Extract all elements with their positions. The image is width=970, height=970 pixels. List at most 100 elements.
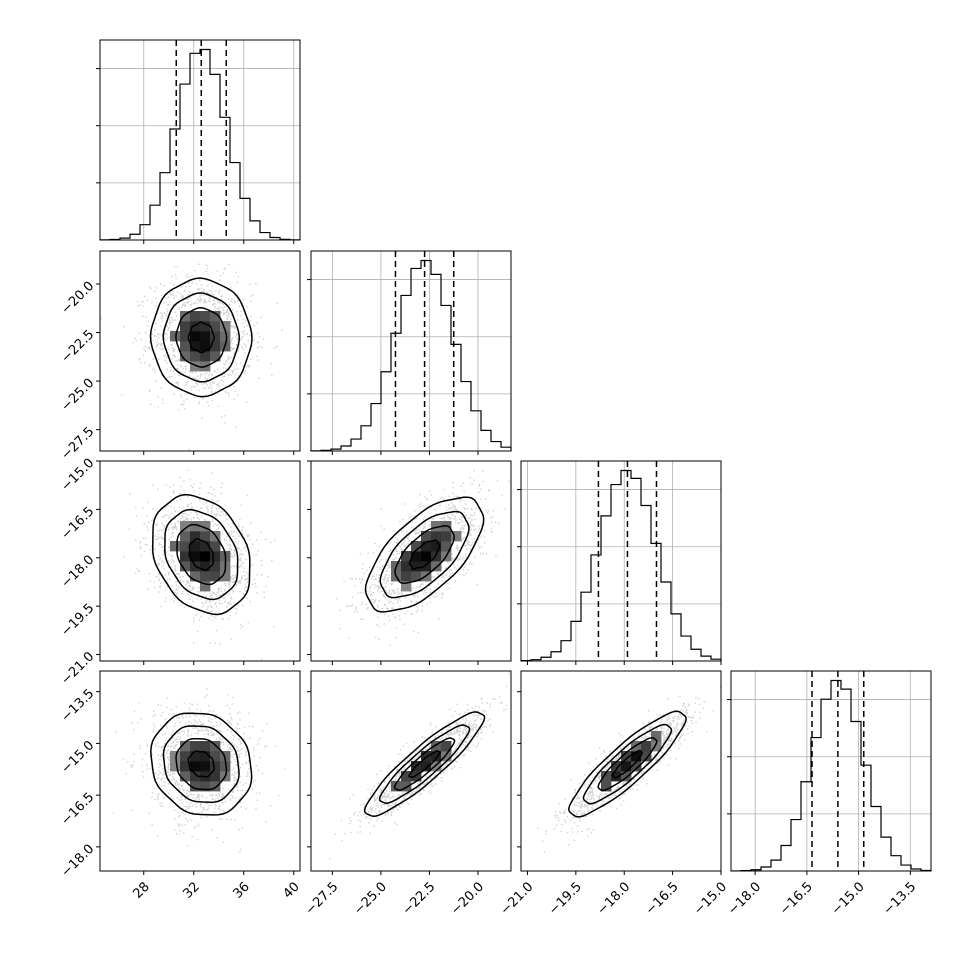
- density-cell: [421, 551, 432, 562]
- x-tick-label: −16.5: [777, 879, 816, 918]
- density-cell: [641, 741, 652, 752]
- density-cell: [200, 571, 211, 582]
- density-cell: [180, 521, 191, 532]
- panel-content: [123, 469, 276, 660]
- contour-level-1: [394, 525, 455, 584]
- density-cell: [200, 311, 211, 322]
- histogram-2: [520, 469, 722, 662]
- scatter-frame: [99, 250, 301, 452]
- density-cell: [210, 331, 221, 342]
- contour-level-1: [175, 737, 228, 791]
- density-cell: [200, 521, 211, 532]
- density-cell: [601, 771, 612, 782]
- density-cell: [621, 751, 632, 762]
- contour-level-3: [568, 710, 687, 818]
- density-cell: [180, 741, 191, 752]
- contour-level-0: [187, 750, 215, 778]
- density-cell: [421, 761, 432, 772]
- density-cell: [220, 331, 231, 342]
- density-cell: [180, 341, 191, 352]
- y-tick-label: −16.5: [59, 504, 98, 543]
- contour-level-2: [378, 724, 471, 804]
- density-cell: [441, 741, 452, 752]
- density-cell: [190, 571, 201, 582]
- density-cell: [411, 561, 422, 572]
- y-tick-label: −18.0: [59, 552, 98, 591]
- scatter-points: [335, 470, 510, 646]
- density-cell: [421, 751, 432, 762]
- panel-content: [100, 263, 283, 451]
- scatter-frame: [99, 670, 301, 872]
- density-cell: [611, 761, 622, 772]
- scatter-frame: [310, 670, 512, 872]
- y-tick-label: −20.0: [59, 279, 98, 318]
- histogram-0: [99, 48, 301, 241]
- density-cell: [621, 771, 632, 782]
- density-cell: [210, 321, 221, 332]
- density-cell: [431, 561, 442, 572]
- density-cell: [641, 751, 652, 762]
- density-cell: [180, 541, 191, 552]
- density-cell: [431, 541, 442, 552]
- x-tick-label: −27.5: [303, 879, 342, 918]
- y-tick-label: −27.5: [59, 424, 98, 463]
- x-tick-label: −25.0: [351, 879, 390, 918]
- scatter-panel-3-1: [307, 670, 512, 872]
- hist-panel-0: [96, 39, 301, 241]
- density-cell: [200, 351, 211, 362]
- density-cell: [200, 531, 211, 542]
- density-cell: [411, 551, 422, 562]
- density-cell: [210, 561, 221, 572]
- density-cell: [401, 581, 412, 592]
- x-tick-label: 36: [230, 879, 252, 901]
- density-cell: [190, 351, 201, 362]
- x-tick-label: −18.0: [594, 879, 633, 918]
- hist-frame: [99, 39, 301, 241]
- x-tick-label: 32: [180, 879, 202, 901]
- hist-frame: [520, 460, 722, 662]
- density-cell: [421, 561, 432, 572]
- density-cell: [180, 551, 191, 562]
- y-tick-label: −15.0: [59, 738, 98, 777]
- density-cell: [190, 771, 201, 782]
- density-cell: [431, 741, 442, 752]
- density-cell: [651, 731, 662, 742]
- density-cell: [180, 311, 191, 322]
- panel-content: [335, 470, 510, 646]
- contour-level-3: [151, 493, 251, 616]
- hist-panel-3: [727, 670, 932, 872]
- density-cell: [190, 551, 201, 562]
- density-cell: [401, 561, 412, 572]
- contour-level-3: [364, 496, 485, 613]
- density-cell: [200, 341, 211, 352]
- density-cell: [200, 581, 211, 592]
- contour-level-2: [162, 725, 240, 803]
- hist-panel-2: [517, 460, 722, 662]
- panel-content: [112, 688, 286, 853]
- contour-level-3: [149, 277, 253, 398]
- contour-level-3: [363, 711, 486, 818]
- density-cell: [431, 761, 442, 772]
- density-cell: [200, 561, 211, 572]
- contour-level-0: [408, 750, 441, 779]
- density-cell: [210, 551, 221, 562]
- density-cell: [200, 741, 211, 752]
- density-cell: [200, 331, 211, 342]
- y-tick-label: −16.5: [59, 790, 98, 829]
- density-cell: [421, 541, 432, 552]
- density-cell: [210, 541, 221, 552]
- density-cell: [200, 551, 211, 562]
- density-cell: [431, 521, 442, 532]
- density-cell: [170, 751, 181, 762]
- x-tick-label: −13.5: [881, 879, 920, 918]
- contour-level-1: [393, 737, 456, 791]
- y-tick-label: −19.5: [59, 601, 98, 640]
- density-cell: [431, 531, 442, 542]
- x-tick-label: −21.0: [498, 879, 537, 918]
- density-cell: [220, 751, 231, 762]
- y-tick-label: −25.0: [59, 376, 98, 415]
- density-cell: [180, 561, 191, 572]
- density-cell: [210, 351, 221, 362]
- density-cell: [180, 321, 191, 332]
